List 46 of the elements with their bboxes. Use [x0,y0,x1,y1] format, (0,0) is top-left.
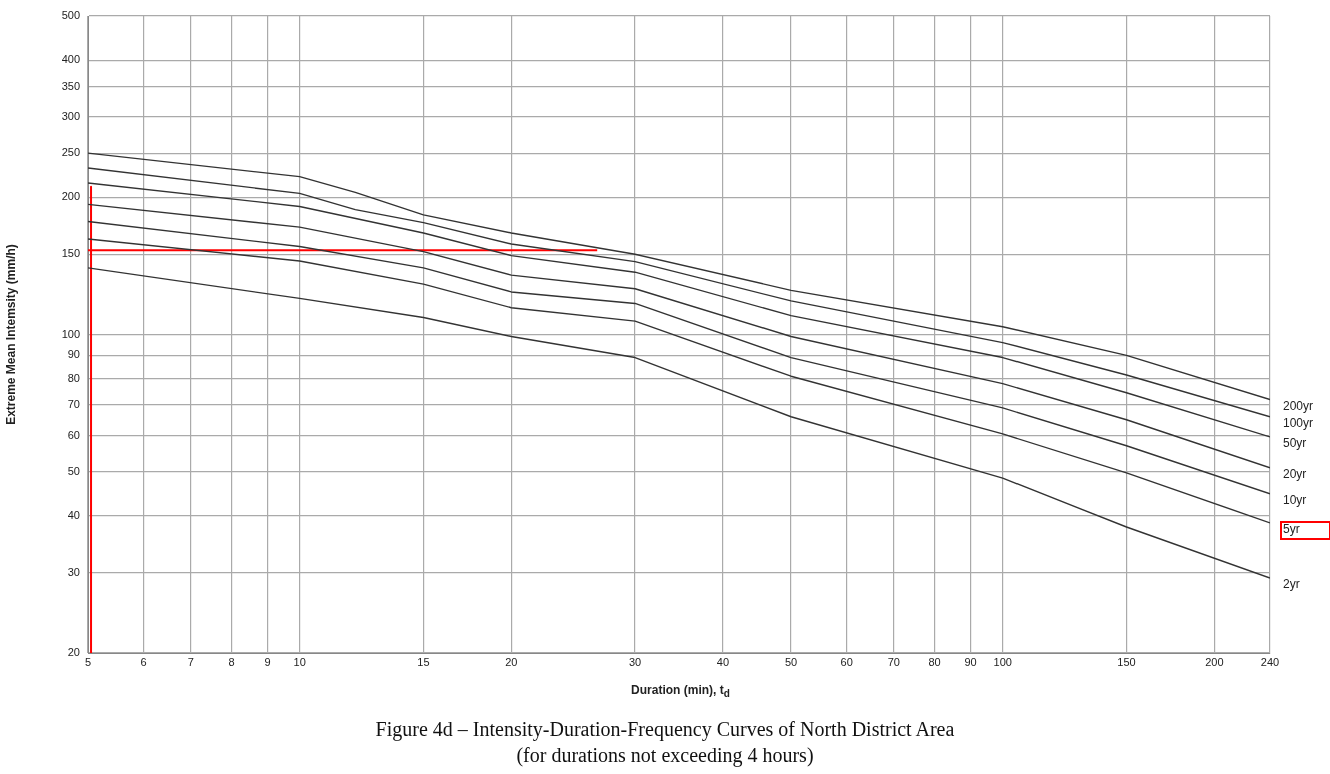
x-tick-label: 7 [187,655,194,668]
x-tick-label: 100 [993,655,1012,668]
y-axis-title: Extreme Mean Intemsity (mm/h) [3,244,18,425]
series-label: 5yr [1283,522,1300,537]
series-label: 2yr [1283,577,1300,592]
y-tick-label: 30 [67,565,80,578]
series-label: 200yr [1283,398,1314,413]
y-tick-label: 300 [61,110,80,123]
x-tick-label: 70 [887,655,900,668]
x-tick-label: 80 [928,655,941,668]
y-tick-label: 40 [67,508,80,521]
x-tick-label: 8 [228,655,235,668]
y-tick-label: 250 [61,146,80,159]
y-tick-label: 500 [61,9,80,22]
text: (for durations not exceeding 4 hours) [515,743,815,768]
x-tick-label: 20 [505,655,518,668]
x-tick-label: 9 [264,655,271,668]
y-tick-label: 60 [67,428,80,441]
y-tick-label: 70 [67,398,80,411]
x-axis-title: Duration (min), t$_{d}$ [630,683,731,700]
x-tick-label: 6 [140,655,147,668]
x-tick-label: 150 [1117,655,1136,668]
y-tick-label: 350 [61,79,80,92]
x-tick-label: 90 [964,655,977,668]
series-label: 100yr [1283,416,1314,431]
x-tick-label: 15 [417,655,430,668]
x-tick-label: 60 [840,655,853,668]
text: Figure 4d – Intensity-Duration-Frequency Curves of North District Area [374,717,956,742]
x-tick-label: 50 [784,655,798,668]
y-tick-label: 100 [61,327,80,340]
y-tick-label: 80 [67,371,80,384]
x-tick-label: 30 [628,655,642,668]
x-tick-label: 5 [84,655,92,668]
y-tick-label: 400 [61,53,80,66]
x-tick-label: 240 [1260,655,1280,668]
series-label: 20yr [1283,467,1307,482]
y-tick-label: 90 [67,348,80,361]
y-tick-label: 150 [61,247,80,260]
x-tick-label: 200 [1205,655,1224,668]
y-tick-label: 200 [61,190,80,203]
x-tick-label: 10 [293,655,306,668]
y-tick-label: 20 [67,646,80,659]
series-label: 50yr [1283,436,1307,451]
x-tick-label: 40 [716,655,730,668]
y-tick-label: 50 [67,464,80,477]
series-label: 10yr [1283,493,1307,508]
